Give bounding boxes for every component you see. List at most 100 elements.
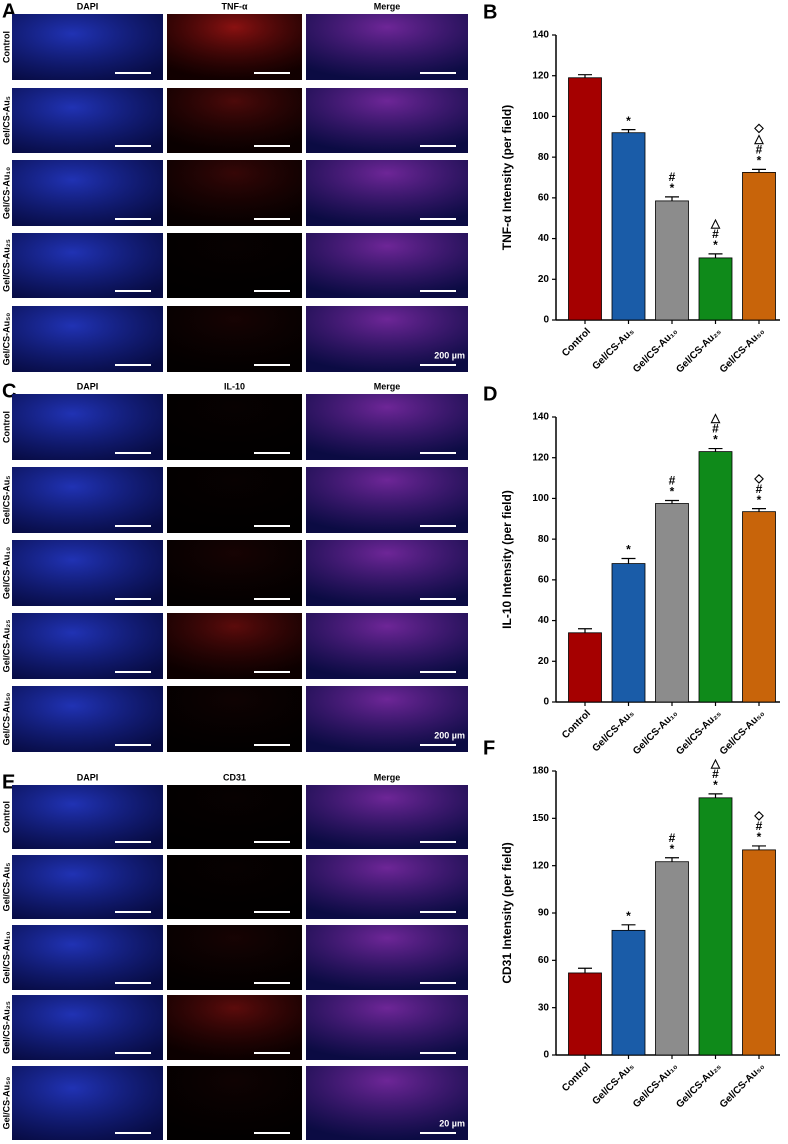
y-axis-label: TNF-α Intensity (per field) — [500, 105, 514, 250]
y-tick-label: 0 — [543, 697, 549, 708]
significance-mark: △ — [710, 216, 721, 230]
column-header: IL-10 — [224, 381, 245, 391]
significance-mark: * — [626, 114, 631, 128]
micrograph-stain — [12, 613, 163, 679]
significance-mark: * — [757, 493, 762, 507]
significance-mark: * — [670, 485, 675, 499]
panel-letter: D — [483, 383, 497, 405]
micrograph-stain — [306, 233, 468, 298]
bar — [568, 77, 602, 321]
significance-mark: # — [756, 482, 763, 496]
micrograph-stain — [306, 160, 468, 226]
y-tick-label: 120 — [532, 860, 549, 871]
error-bar — [665, 857, 679, 862]
row-label: Gel/CS-Au₅₀ — [1, 313, 11, 366]
micrograph-stain — [12, 925, 163, 990]
row-label: Control — [1, 31, 11, 63]
x-tick-label: Gel/CS-Au₅₀ — [718, 326, 767, 375]
significance-mark: ◇ — [753, 471, 764, 485]
micrograph-stain — [167, 233, 302, 298]
micrograph-stain — [12, 467, 163, 533]
x-tick-label: Gel/CS-Au₅ — [590, 1061, 636, 1107]
row-label: Gel/CS-Au₁₀ — [1, 931, 11, 983]
micrograph-stain — [12, 233, 163, 298]
x-tick-label: Gel/CS-Au₂₅ — [674, 326, 723, 375]
panel-letter: B — [483, 1, 497, 23]
y-tick-label: 80 — [538, 152, 550, 163]
y-tick-label: 20 — [538, 656, 550, 667]
micrograph-stain — [167, 540, 302, 606]
significance-mark: ◇ — [753, 121, 764, 135]
x-tick-label: Gel/CS-Au₅ — [590, 708, 636, 754]
micrograph-stain — [167, 306, 302, 372]
micrograph-stain — [306, 995, 468, 1060]
y-tick-label: 80 — [538, 534, 550, 545]
significance-mark: △ — [710, 411, 721, 425]
column-header: DAPI — [77, 772, 99, 782]
bar — [698, 451, 733, 703]
x-tick-label: Gel/CS-Au₅₀ — [718, 708, 767, 757]
column-header: CD31 — [223, 772, 246, 782]
x-tick-label: Gel/CS-Au₅₀ — [718, 1061, 767, 1110]
y-tick-label: 30 — [538, 1002, 550, 1013]
row-label: Gel/CS-Au₅₀ — [1, 1077, 11, 1130]
column-header: Merge — [374, 1, 401, 11]
row-label: Control — [1, 801, 11, 833]
error-bar — [752, 168, 766, 173]
bar — [698, 257, 733, 321]
scale-label: 200 µm — [434, 730, 465, 740]
significance-mark: * — [757, 154, 762, 168]
significance-mark: # — [756, 143, 763, 157]
y-tick-label: 180 — [532, 766, 549, 777]
y-tick-label: 120 — [532, 70, 549, 81]
y-tick-label: 90 — [538, 908, 550, 919]
x-tick-label: Gel/CS-Au₅ — [590, 326, 636, 372]
bar — [742, 511, 776, 703]
micrograph-stain — [167, 394, 302, 460]
row-label: Control — [1, 411, 11, 443]
micrograph-stain — [306, 540, 468, 606]
bar — [655, 861, 689, 1056]
x-tick-label: Gel/CS-Au₂₅ — [674, 708, 723, 757]
significance-mark: # — [712, 767, 719, 781]
error-bar — [621, 924, 636, 931]
x-tick-label: Control — [560, 326, 593, 359]
micrograph-stain — [167, 925, 302, 990]
micrograph-stain — [306, 925, 468, 990]
micrograph-stain — [12, 785, 163, 849]
significance-mark: ◇ — [753, 808, 764, 822]
micrograph-stain — [306, 855, 468, 919]
error-bar — [578, 74, 592, 78]
error-bar — [665, 499, 679, 504]
micrograph-stain — [306, 88, 468, 153]
micrograph-stain — [12, 306, 163, 372]
column-header: TNF-α — [221, 1, 247, 11]
micrograph-stain — [12, 88, 163, 153]
y-tick-label: 60 — [538, 192, 550, 203]
micrograph-stain — [167, 613, 302, 679]
significance-mark: * — [626, 909, 631, 923]
y-tick-label: 40 — [538, 233, 550, 244]
error-bar — [621, 557, 636, 564]
y-tick-label: 120 — [532, 452, 549, 463]
error-bar — [752, 508, 766, 512]
x-tick-label: Control — [560, 1061, 593, 1094]
error-bar — [578, 628, 592, 633]
y-tick-label: 20 — [538, 274, 550, 285]
error-bar — [708, 793, 723, 798]
row-label: Gel/CS-Au₅ — [1, 863, 11, 912]
micrograph-stain — [306, 785, 468, 849]
significance-mark: # — [756, 819, 763, 833]
significance-mark: # — [712, 422, 719, 436]
x-tick-label: Gel/CS-Au₁₀ — [631, 708, 680, 757]
bar — [568, 632, 602, 703]
row-label: Gel/CS-Au₂₅ — [1, 1001, 11, 1054]
significance-mark: # — [669, 474, 676, 488]
column-header: Merge — [374, 772, 401, 782]
bar — [611, 563, 646, 703]
error-bar — [665, 196, 679, 201]
micrograph-stain — [167, 14, 302, 80]
y-tick-label: 140 — [532, 30, 549, 41]
y-tick-label: 100 — [532, 493, 549, 504]
